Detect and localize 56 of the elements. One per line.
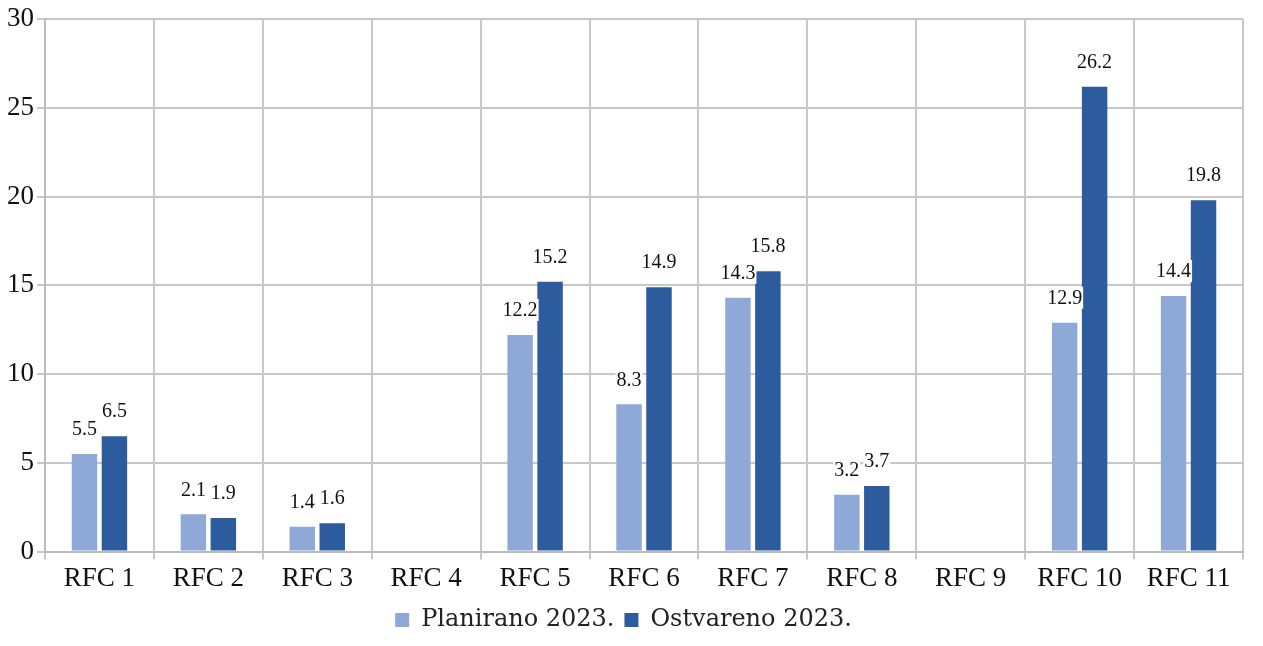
data-label: 1.9 (210, 481, 236, 504)
y-tick-label: 15 (7, 268, 34, 299)
bar (755, 271, 781, 551)
x-tick-label: RFC 7 (717, 561, 789, 592)
bar (834, 494, 860, 551)
x-tick-label: RFC 3 (281, 561, 353, 592)
bar (725, 297, 751, 551)
bar (101, 436, 128, 551)
legend-label: Ostvareno 2023. (650, 604, 852, 633)
y-tick-label: 0 (20, 534, 34, 565)
legend-label: Planirano 2023. (421, 604, 615, 633)
data-label: 15.2 (532, 245, 568, 268)
data-label: 1.6 (319, 486, 345, 509)
x-tick-label: RFC 4 (390, 561, 463, 592)
data-label: 14.3 (720, 261, 756, 284)
data-label: 19.8 (1186, 163, 1222, 186)
data-label: 14.9 (641, 250, 677, 273)
data-label: 8.3 (616, 367, 642, 390)
y-tick-label: 30 (7, 2, 34, 33)
data-label: 12.2 (502, 298, 538, 321)
bar (1190, 200, 1217, 551)
data-label: 5.5 (71, 417, 97, 440)
y-tick-label: 20 (7, 179, 34, 210)
y-tick-label: 5 (20, 445, 34, 476)
bar (864, 485, 890, 551)
data-label: 15.8 (750, 234, 786, 257)
x-tick-label: RFC 11 (1146, 561, 1231, 592)
data-label: 26.2 (1077, 49, 1113, 72)
bar (646, 287, 672, 551)
data-label: 14.4 (1156, 259, 1192, 282)
x-tick-label: RFC 5 (499, 561, 571, 592)
x-tick-label: RFC 9 (935, 561, 1007, 592)
x-tick-label: RFC 8 (826, 561, 898, 592)
bar (1051, 322, 1078, 551)
x-tick-label: RFC 10 (1037, 561, 1123, 592)
bar (289, 526, 316, 551)
data-label: 3.2 (834, 458, 860, 481)
bar (319, 523, 345, 551)
x-tick-label: RFC 1 (63, 561, 136, 592)
x-tick-label: RFC 6 (608, 561, 680, 592)
data-label: 2.1 (180, 477, 206, 500)
data-label: 6.5 (101, 399, 127, 422)
bar (537, 281, 563, 551)
bar (507, 335, 533, 551)
bar (71, 453, 98, 551)
y-tick-label: 25 (7, 91, 34, 122)
bar (1160, 296, 1187, 551)
bar (616, 404, 642, 551)
bar (210, 517, 237, 551)
data-label: 3.7 (864, 449, 890, 472)
data-label: 12.9 (1047, 285, 1083, 308)
bar (1081, 86, 1108, 551)
bar (180, 514, 207, 551)
x-tick-label: RFC 2 (172, 561, 245, 592)
y-tick-label: 10 (7, 357, 34, 388)
data-label: 1.4 (289, 490, 315, 512)
